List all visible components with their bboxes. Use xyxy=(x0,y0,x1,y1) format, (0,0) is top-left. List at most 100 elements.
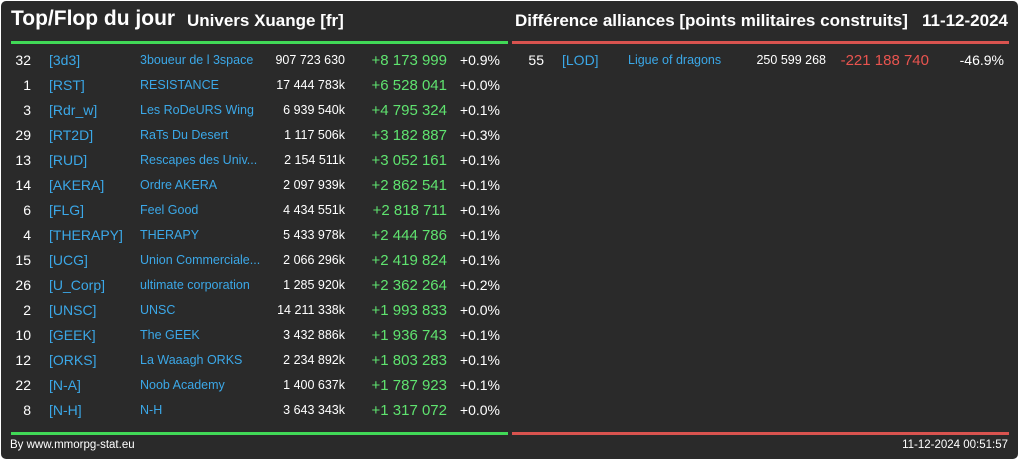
alliance-row: 15 [UCG] Union Commerciale... 2 066 296k +2 … xyxy=(11,248,508,273)
alliance-diff: +4 795 324 xyxy=(371,102,448,119)
alliance-rank: 10 xyxy=(15,327,31,343)
footer-credit: By www.mmorpg-stat.eu xyxy=(10,439,135,451)
alliance-name-link[interactable]: ultimate corporation xyxy=(140,278,250,292)
alliance-name-link[interactable]: RaTs Du Desert xyxy=(140,128,229,142)
alliance-points: 2 097 939k xyxy=(283,178,345,192)
alliance-points: 17 444 783k xyxy=(276,78,345,92)
alliance-percent: +0.1% xyxy=(459,352,500,368)
alliance-rank: 26 xyxy=(15,277,31,293)
header-date: 11-12-2024 xyxy=(921,11,1008,30)
alliance-tag-link[interactable]: [GEEK] xyxy=(49,327,96,343)
alliance-name-link[interactable]: RESISTANCE xyxy=(140,78,219,92)
alliance-name-link[interactable]: Feel Good xyxy=(140,203,199,217)
alliance-points: 4 434 551k xyxy=(283,203,345,217)
alliance-name-link[interactable]: N-H xyxy=(140,403,163,417)
alliance-diff: +2 818 711 xyxy=(372,202,447,219)
alliance-name-link[interactable]: THERAPY xyxy=(140,228,200,242)
flop-bar-lower xyxy=(512,432,1009,435)
universe-subtitle: Univers Xuange [fr] xyxy=(187,11,344,30)
alliance-tag-link[interactable]: [N-A] xyxy=(49,377,81,393)
alliance-tag-link[interactable]: [FLG] xyxy=(49,202,85,218)
alliance-percent: +0.1% xyxy=(459,202,500,218)
chart-header: Différence alliances [points militaires … xyxy=(515,11,1008,31)
flop-panel: 55 [LOD] Ligue of dragons 250 599 268 -221 1… xyxy=(512,41,1009,435)
alliance-percent: +0.0% xyxy=(459,77,500,93)
alliance-tag-link[interactable]: [THERAPY] xyxy=(49,227,123,243)
alliance-percent: +0.1% xyxy=(459,252,500,268)
alliance-percent: +0.1% xyxy=(459,102,500,118)
alliance-name-link[interactable]: 3boueur de l 3space xyxy=(140,53,254,67)
alliance-percent: +0.1% xyxy=(459,327,500,343)
alliance-points: 14 211 338k xyxy=(277,303,345,317)
alliance-tag-link[interactable]: [RUD] xyxy=(49,152,88,168)
alliance-tag-link[interactable]: [UNSC] xyxy=(49,302,97,318)
alliance-name-link[interactable]: Noob Academy xyxy=(140,378,225,392)
alliance-diff: +1 803 283 xyxy=(371,352,448,369)
alliance-row: 22 [N-A] Noob Academy 1 400 637k +1 787 923 +… xyxy=(11,373,508,398)
alliance-tag-link[interactable]: [ORKS] xyxy=(49,352,97,368)
alliance-tag-link[interactable]: [3d3] xyxy=(49,52,81,68)
alliance-name-link[interactable]: Ordre AKERA xyxy=(140,178,218,192)
alliance-rank: 15 xyxy=(15,252,31,268)
alliance-points: 5 433 978k xyxy=(283,228,345,242)
alliance-row: 13 [RUD] Rescapes des Univ... 2 154 511k +3 … xyxy=(11,148,508,173)
alliance-row: 1 [RST] RESISTANCE 17 444 783k +6 528 041 +0.… xyxy=(11,73,508,98)
flop-list: 55 [LOD] Ligue of dragons 250 599 268 -221 1… xyxy=(512,48,1009,73)
alliance-percent: +0.0% xyxy=(459,302,500,318)
alliance-rank: 3 xyxy=(23,102,31,118)
alliance-percent: -46.9% xyxy=(959,52,1004,68)
alliance-name-link[interactable]: The GEEK xyxy=(140,328,200,342)
alliance-points: 2 234 892k xyxy=(283,353,345,367)
alliance-name-link[interactable]: Ligue of dragons xyxy=(628,53,722,67)
alliance-rank: 22 xyxy=(15,377,31,393)
alliance-tag-link[interactable]: [N-H] xyxy=(49,402,82,418)
alliance-row: 8 [N-H] N-H 3 643 343k +1 317 072 +0.0% xyxy=(11,398,508,423)
alliance-rank: 4 xyxy=(23,227,31,243)
alliance-name-link[interactable]: Les RoDeURS Wing xyxy=(140,103,254,117)
alliance-points: 1 400 637k xyxy=(283,378,345,392)
alliance-percent: +0.1% xyxy=(459,177,500,193)
alliance-diff: +1 936 743 xyxy=(371,327,448,344)
alliance-rank: 2 xyxy=(23,302,31,318)
alliance-points: 2 066 296k xyxy=(283,253,345,267)
alliance-diff: +1 993 833 xyxy=(371,302,448,319)
alliance-rank: 13 xyxy=(15,152,31,168)
alliance-percent: +0.1% xyxy=(459,227,500,243)
alliance-tag-link[interactable]: [UCG] xyxy=(49,252,88,268)
alliance-rank: 32 xyxy=(15,52,31,68)
top-bar-upper xyxy=(11,41,508,44)
alliance-points: 907 723 630 xyxy=(275,53,345,67)
alliance-points: 1 285 920k xyxy=(283,278,345,292)
alliance-row: 6 [FLG] Feel Good 4 434 551k +2 818 711 +0.1% xyxy=(11,198,508,223)
alliance-name-link[interactable]: Union Commerciale... xyxy=(140,253,261,267)
alliance-row: 2 [UNSC] UNSC 14 211 338k +1 993 833 +0.0% xyxy=(11,298,508,323)
alliance-row: 29 [RT2D] RaTs Du Desert 1 117 506k +3 182 8… xyxy=(11,123,508,148)
alliance-tag-link[interactable]: [AKERA] xyxy=(49,177,105,193)
alliance-name-link[interactable]: La Waaagh ORKS xyxy=(140,353,243,367)
alliance-row: 12 [ORKS] La Waaagh ORKS 2 234 892k +1 803 2… xyxy=(11,348,508,373)
alliance-name-link[interactable]: Rescapes des Univ... xyxy=(140,153,258,167)
alliance-points: 3 432 886k xyxy=(283,328,345,342)
alliance-diff: +6 528 041 xyxy=(371,77,448,94)
alliance-tag-link[interactable]: [RST] xyxy=(49,77,85,93)
alliance-diff: -221 188 740 xyxy=(840,52,929,69)
alliance-points: 1 117 506k xyxy=(284,128,345,142)
alliance-diff: +2 362 264 xyxy=(371,277,448,294)
alliance-name-link[interactable]: UNSC xyxy=(140,303,176,317)
alliance-row: 3 [Rdr_w] Les RoDeURS Wing 6 939 540k +4 795… xyxy=(11,98,508,123)
alliance-diff: +2 419 824 xyxy=(371,252,448,269)
alliance-rank: 8 xyxy=(23,402,31,418)
alliance-points: 6 939 540k xyxy=(283,103,345,117)
alliance-diff: +8 173 999 xyxy=(371,52,448,69)
alliance-tag-link[interactable]: [LOD] xyxy=(562,52,599,68)
alliance-diff: +1 787 923 xyxy=(371,377,448,394)
alliance-row: 55 [LOD] Ligue of dragons 250 599 268 -221 1… xyxy=(512,48,1009,73)
alliance-tag-link[interactable]: [RT2D] xyxy=(49,127,94,143)
top-list: 32 [3d3] 3boueur de l 3space 907 723 630 +8 … xyxy=(11,48,508,423)
footer-timestamp: 11-12-2024 00:51:57 xyxy=(902,439,1008,451)
alliance-tag-link[interactable]: [U_Corp] xyxy=(49,277,106,293)
alliance-points: 2 154 511k xyxy=(284,153,345,167)
alliance-tag-link[interactable]: [Rdr_w] xyxy=(49,102,98,118)
alliance-row: 26 [U_Corp] ultimate corporation 1 285 920k… xyxy=(11,273,508,298)
